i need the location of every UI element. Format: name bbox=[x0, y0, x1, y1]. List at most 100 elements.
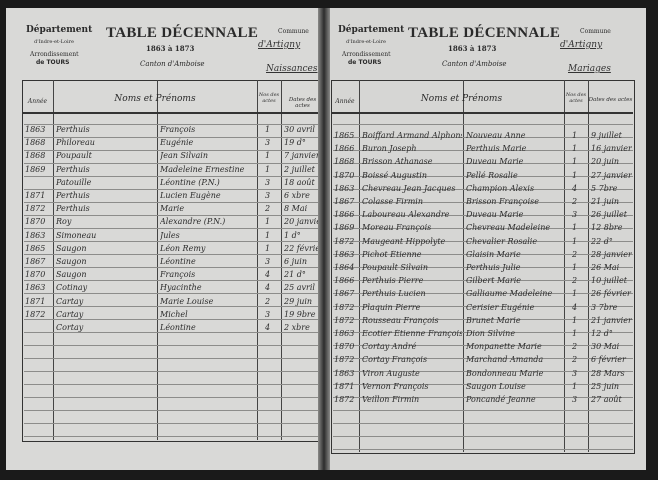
row-act-date: 19 d° bbox=[284, 138, 306, 148]
row-given-name: Madeleine Ernestine bbox=[160, 164, 245, 174]
row-act-date: 10 juillet bbox=[591, 276, 627, 286]
row-year: 1869 bbox=[25, 164, 46, 174]
left-page: Département d'Indre-et-Loire Arrondissemen… bbox=[6, 8, 326, 470]
row-act-date: 6 juin bbox=[284, 257, 307, 266]
row-name: Saugon bbox=[56, 243, 87, 253]
row-year: 1863 bbox=[334, 368, 355, 378]
row-name: Cortay bbox=[56, 323, 84, 332]
row-year: 1863 bbox=[334, 329, 355, 338]
row-act-date: 2 xbre bbox=[284, 323, 310, 332]
row-act-number: 3 bbox=[572, 368, 578, 378]
row-name: Perthuis bbox=[56, 164, 90, 174]
commune-label: Commune bbox=[278, 28, 309, 35]
ruled-line bbox=[333, 345, 633, 346]
ruled-line bbox=[24, 215, 324, 216]
row-act-number: 1 bbox=[572, 236, 578, 246]
department-name: d'Indre-et-Loire bbox=[34, 39, 74, 45]
row-name: Cartay bbox=[56, 296, 84, 306]
page-title: TABLE DÉCENNALE bbox=[106, 25, 259, 41]
row-given-name: Léontine (P.N.) bbox=[160, 177, 220, 187]
row-act-date: 27 août bbox=[591, 395, 622, 404]
row-given-name: Galliaume Madeleine bbox=[466, 289, 553, 299]
row-year: 1870 bbox=[334, 342, 355, 352]
row-act-date: 9 juillet bbox=[591, 131, 622, 140]
header-numero: Nos des actes bbox=[565, 92, 587, 104]
row-act-date: 26 Mai bbox=[591, 263, 620, 272]
row-act-number: 1 bbox=[265, 217, 271, 227]
row-act-number: 3 bbox=[265, 177, 271, 187]
ruled-line bbox=[24, 423, 324, 424]
ruled-line bbox=[24, 358, 324, 359]
department-label: Département bbox=[26, 25, 93, 35]
row-name: Laboureau Alexandre bbox=[362, 210, 450, 220]
row-name: Perthuis bbox=[56, 191, 90, 200]
ruled-line bbox=[333, 371, 633, 372]
ruled-line bbox=[333, 124, 633, 125]
row-year: 1863 bbox=[25, 230, 46, 240]
row-act-date: 16 janvier bbox=[591, 144, 632, 154]
row-year: 1868 bbox=[25, 151, 46, 161]
ruled-line bbox=[333, 449, 633, 450]
row-act-number: 1 bbox=[572, 381, 578, 391]
ruled-line bbox=[333, 280, 633, 281]
ruled-line bbox=[24, 189, 324, 190]
row-name: Chevreau Jean Jacques bbox=[362, 183, 456, 193]
ruled-line bbox=[24, 254, 324, 255]
commune-label: Commune bbox=[580, 28, 611, 35]
row-given-name: Léontine bbox=[160, 257, 196, 266]
row-year: 1872 bbox=[25, 204, 46, 214]
ruled-line bbox=[333, 267, 633, 268]
ruled-line bbox=[333, 423, 633, 424]
ruled-line bbox=[24, 228, 324, 229]
ruled-line bbox=[24, 384, 324, 385]
row-act-date: 25 avril bbox=[284, 283, 315, 293]
right-page: Département d'Indre-et-Loire Arrondissemen… bbox=[328, 8, 646, 470]
row-act-number: 3 bbox=[265, 257, 271, 266]
ruled-line bbox=[333, 358, 633, 359]
ruled-line bbox=[24, 293, 324, 294]
row-act-date: 18 août bbox=[284, 177, 315, 187]
canton-name: Canton d'Amboise bbox=[442, 60, 507, 68]
row-year: 1870 bbox=[25, 270, 46, 280]
row-act-date: 30 avril bbox=[284, 125, 315, 134]
row-given-name: Duveau Marie bbox=[466, 210, 524, 220]
row-name: Simoneau bbox=[56, 230, 97, 240]
ruled-line bbox=[24, 241, 324, 242]
ruled-line bbox=[333, 293, 633, 294]
row-year: 1872 bbox=[334, 302, 355, 312]
column-divider bbox=[564, 80, 565, 452]
row-act-date: 28 janvier bbox=[591, 249, 632, 259]
row-act-date: 6 février bbox=[591, 355, 626, 365]
row-given-name: Duveau Marie bbox=[466, 157, 524, 167]
row-act-number: 1 bbox=[265, 243, 271, 253]
ruled-line bbox=[24, 202, 324, 203]
column-divider bbox=[53, 80, 54, 440]
ruled-line bbox=[24, 410, 324, 411]
row-given-name: Gilbert Marie bbox=[466, 276, 522, 286]
row-name: Vernon François bbox=[362, 381, 429, 391]
row-given-name: Eugénie bbox=[160, 138, 194, 148]
row-name: Moreau François bbox=[362, 223, 432, 233]
row-name: Perthuis bbox=[56, 125, 90, 134]
ruled-line bbox=[333, 137, 633, 138]
column-divider bbox=[281, 80, 282, 440]
row-name: Roy bbox=[56, 217, 72, 227]
row-year: 1872 bbox=[334, 236, 355, 246]
row-given-name: Brunet Marie bbox=[466, 315, 521, 325]
row-name: Boiffard Armand Alphonse bbox=[362, 131, 462, 140]
row-given-name: Alexandre (P.N.) bbox=[160, 217, 226, 227]
row-act-number: 1 bbox=[265, 125, 271, 134]
row-given-name: François bbox=[160, 125, 196, 134]
row-name: Buron Joseph bbox=[362, 144, 417, 154]
row-act-number: 2 bbox=[572, 249, 578, 259]
row-year: 1867 bbox=[334, 197, 355, 206]
row-act-number: 2 bbox=[572, 355, 578, 365]
row-name: Saugon bbox=[56, 257, 87, 266]
commune-name: d'Artigny bbox=[258, 40, 301, 50]
row-name: Cotinay bbox=[56, 283, 88, 293]
row-act-date: 21 d° bbox=[284, 270, 306, 280]
row-act-number: 1 bbox=[572, 157, 578, 167]
ruled-line bbox=[333, 436, 633, 437]
ruled-line bbox=[24, 280, 324, 281]
row-act-date: 28 Mars bbox=[591, 368, 625, 378]
